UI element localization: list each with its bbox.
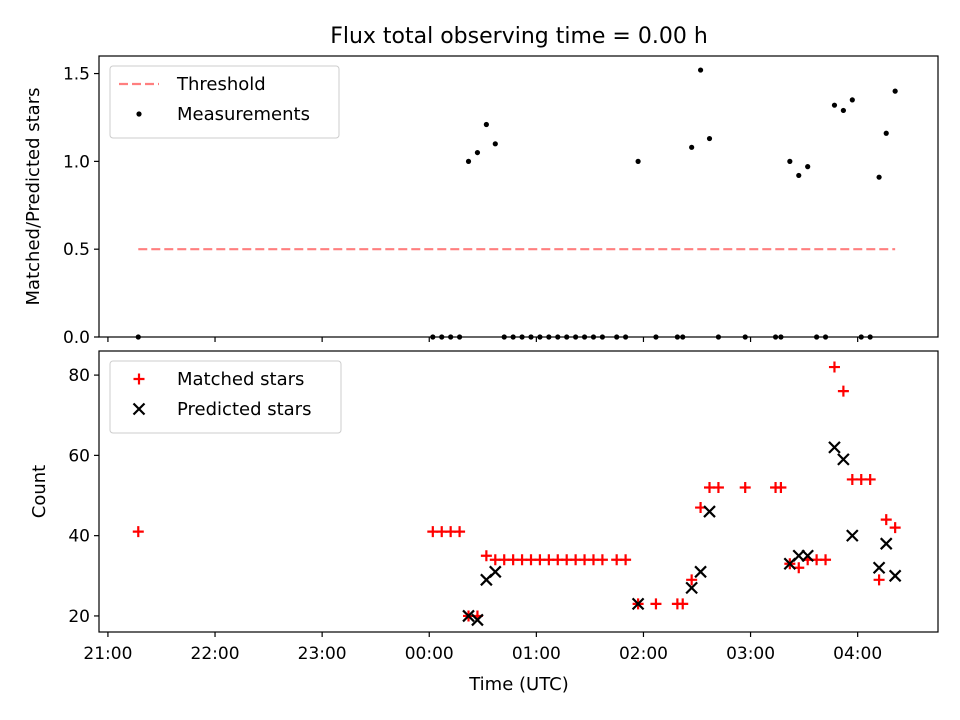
panel-2: 21:00 22:00 23:00 00:00 01:00 02:00 03:00 04:00… xyxy=(68,350,939,664)
x-marker xyxy=(846,529,859,542)
plus-marker xyxy=(712,481,724,493)
y-tick-label: 20 xyxy=(68,607,90,627)
axes-frame xyxy=(98,55,939,338)
chart-title: Flux total observing time = 0.00 h xyxy=(330,24,708,49)
x-marker xyxy=(703,505,716,518)
y-tick-label: 1.0 xyxy=(63,152,90,172)
legend-label: Matched stars xyxy=(177,369,304,390)
dot-marker xyxy=(706,135,713,142)
x-marker xyxy=(471,613,484,627)
legend-dot-swatch xyxy=(136,111,142,117)
plus-marker xyxy=(454,526,466,538)
plus-marker xyxy=(596,554,608,566)
x-marker xyxy=(685,581,698,595)
dot-marker xyxy=(635,158,641,164)
dot-marker xyxy=(787,158,793,164)
bottom-y-axis-label: Count xyxy=(29,465,50,518)
panel-2-markers xyxy=(132,361,902,627)
y-tick-label: 80 xyxy=(68,366,90,386)
x-tick-label: 21:00 xyxy=(83,644,132,664)
legend: Threshold Measurements xyxy=(109,65,340,139)
x-marker xyxy=(792,549,806,563)
legend-label: Threshold xyxy=(176,74,266,95)
x-marker xyxy=(801,549,814,563)
plus-marker xyxy=(837,385,849,397)
dot-marker xyxy=(465,158,472,164)
dot-marker xyxy=(689,144,695,150)
dot-marker xyxy=(805,164,811,170)
x-marker xyxy=(872,561,886,575)
y-tick-label: 1.5 xyxy=(63,65,90,85)
x-marker xyxy=(837,453,850,466)
plus-marker xyxy=(650,598,662,610)
x-marker xyxy=(489,565,502,579)
x-marker xyxy=(879,537,893,550)
dot-marker xyxy=(483,121,489,128)
legend-x-swatch xyxy=(132,402,146,416)
plus-marker xyxy=(828,361,840,373)
dot-marker xyxy=(697,67,704,73)
dot-marker xyxy=(840,107,846,114)
legend-label: Predicted stars xyxy=(177,399,311,420)
dot-marker xyxy=(831,102,838,108)
x-tick-label: 01:00 xyxy=(512,644,561,664)
dot-marker xyxy=(892,88,898,94)
y-tick-label: 40 xyxy=(68,527,90,547)
top-y-axis-label: Matched/Predicted stars xyxy=(23,88,44,306)
x-axis-label: Time (UTC) xyxy=(468,674,569,695)
legend: Matched stars Predicted stars xyxy=(109,360,342,434)
plus-marker xyxy=(480,550,492,562)
dot-marker xyxy=(796,172,802,179)
legend-plus-swatch xyxy=(133,373,145,385)
x-marker xyxy=(888,569,902,583)
y-tick-label: 0.5 xyxy=(63,240,90,260)
y-tick-label: 0.0 xyxy=(63,328,90,348)
dot-marker xyxy=(883,130,889,136)
plus-marker xyxy=(132,526,144,538)
plus-marker xyxy=(620,554,632,566)
dot-marker xyxy=(876,174,882,180)
plus-marker xyxy=(686,574,698,586)
plus-marker xyxy=(880,514,892,526)
plus-marker xyxy=(677,598,689,610)
plus-marker xyxy=(873,574,885,586)
x-tick-label: 22:00 xyxy=(191,644,240,664)
x-marker xyxy=(828,441,841,454)
dot-marker xyxy=(849,97,855,103)
dot-marker xyxy=(492,141,498,147)
plus-marker xyxy=(775,481,787,493)
x-tick-label: 23:00 xyxy=(298,644,347,664)
plus-marker xyxy=(820,554,832,566)
x-tick-label: 02:00 xyxy=(619,644,668,664)
x-marker xyxy=(631,597,645,611)
plus-marker xyxy=(889,522,901,534)
legend-box xyxy=(109,65,340,139)
axes-frame xyxy=(98,350,939,633)
panel-1: 0.0 0.5 1.0 1.5 Threshold Measurements xyxy=(63,55,939,348)
x-marker xyxy=(462,609,475,623)
plus-marker xyxy=(739,481,751,493)
x-tick-label: 04:00 xyxy=(833,644,882,664)
plus-marker xyxy=(864,473,876,485)
y-tick-label: 60 xyxy=(68,446,90,466)
x-tick-label: 03:00 xyxy=(726,644,775,664)
x-marker xyxy=(694,565,707,579)
x-tick-label: 00:00 xyxy=(405,644,454,664)
dot-marker xyxy=(474,149,481,156)
legend-label: Measurements xyxy=(177,104,310,125)
legend-box xyxy=(109,360,342,434)
